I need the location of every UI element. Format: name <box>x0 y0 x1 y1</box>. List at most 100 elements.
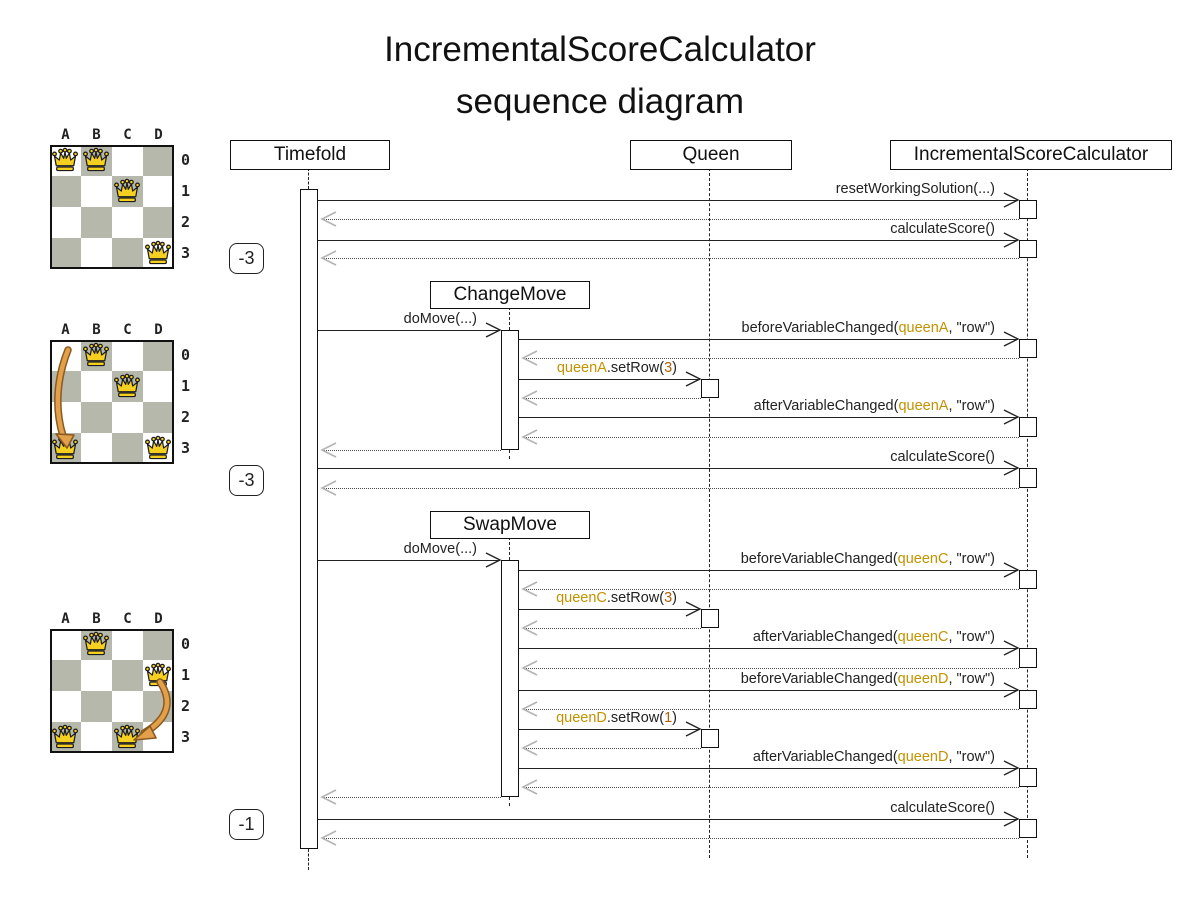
board-queen <box>113 724 141 756</box>
lifeline-header-incrementalscorecalculator: IncrementalScoreCalculator <box>890 140 1172 170</box>
message-return-line <box>322 258 1019 259</box>
message-text: ) <box>672 710 677 726</box>
diagram-title-line2: sequence diagram <box>456 82 744 121</box>
board-cell <box>50 629 81 660</box>
board-cell <box>81 433 112 464</box>
message-label: resetWorkingSolution(...) <box>318 181 995 197</box>
board-cell <box>81 176 112 207</box>
lifeline-header-timefold: Timefold <box>230 140 390 170</box>
board-row-label: 0 <box>181 151 191 169</box>
queen-reference-text: queenD <box>897 671 949 687</box>
message-call-line <box>519 648 1018 649</box>
score-badge-after-changemove: -3 <box>229 465 264 496</box>
call-arrowhead-icon <box>1003 232 1020 248</box>
message-text: .setRow( <box>606 360 665 376</box>
board-cell <box>81 722 112 753</box>
return-arrowhead-icon <box>521 390 538 406</box>
board-column-label: A <box>61 322 70 338</box>
activation-box <box>1019 240 1037 258</box>
board-row-label: 1 <box>181 666 191 684</box>
message-label: queenD.setRow(1) <box>519 710 677 726</box>
board-row-label: 1 <box>181 182 191 200</box>
board-column-label: C <box>123 127 132 143</box>
message-return-line <box>523 589 1019 590</box>
message-text: ) <box>672 590 677 606</box>
board-column-label: A <box>61 611 70 627</box>
return-arrowhead-icon <box>521 660 538 676</box>
board-after-change-move <box>50 340 174 464</box>
board-row-label: 3 <box>181 244 191 262</box>
message-text: , "row") <box>948 671 995 687</box>
board-cell <box>112 340 143 371</box>
lifeline-dashed <box>509 537 510 560</box>
board-cell <box>143 145 174 176</box>
message-label: calculateScore() <box>318 221 995 237</box>
activation-box <box>1019 468 1037 488</box>
message-return-line <box>523 787 1019 788</box>
message-text: , "row") <box>948 320 995 336</box>
board-column-label: B <box>92 127 101 143</box>
message-text: beforeVariableChanged( <box>740 551 898 567</box>
board-column-label: C <box>123 322 132 338</box>
message-text: calculateScore() <box>890 221 995 237</box>
board-queen <box>51 724 79 756</box>
board-cell <box>112 207 143 238</box>
message-text: beforeVariableChanged( <box>740 671 898 687</box>
return-arrowhead-icon <box>320 830 337 846</box>
board-queen <box>144 435 172 467</box>
message-text: resetWorkingSolution(...) <box>835 181 995 197</box>
message-text: , "row") <box>948 629 995 645</box>
message-label: queenA.setRow(3) <box>519 360 677 376</box>
return-arrowhead-icon <box>521 350 538 366</box>
activation-box <box>1019 417 1037 437</box>
message-call-line <box>318 468 1018 469</box>
board-queen <box>82 342 110 374</box>
call-arrowhead-icon <box>685 721 702 737</box>
message-label: beforeVariableChanged(queenD, "row") <box>519 671 995 687</box>
queen-piece-icon <box>83 342 109 367</box>
activation-bar <box>300 189 318 849</box>
activation-box <box>1019 570 1037 589</box>
queen-reference-text: queenA <box>898 398 949 414</box>
activation-box <box>1019 339 1037 358</box>
board-cell <box>112 433 143 464</box>
message-text: afterVariableChanged( <box>752 629 898 645</box>
board-cell <box>112 402 143 433</box>
message-return-line <box>523 628 701 629</box>
call-arrowhead-icon <box>1003 562 1020 578</box>
message-call-line <box>318 819 1018 820</box>
queen-reference-text: queenC <box>897 629 949 645</box>
board-cell <box>81 691 112 722</box>
return-arrowhead-icon <box>521 429 538 445</box>
queen-reference-text: queenC <box>897 551 949 567</box>
board-row-label: 2 <box>181 697 191 715</box>
activation-box <box>701 379 719 398</box>
queen-piece-icon <box>145 240 171 265</box>
row-number-text: 3 <box>664 590 673 606</box>
activation-box <box>1019 768 1037 787</box>
message-text: calculateScore() <box>890 449 995 465</box>
board-queen <box>113 178 141 210</box>
message-return-line <box>523 437 1019 438</box>
board-cell <box>81 660 112 691</box>
queen-reference-text: queenC <box>556 590 607 606</box>
lifeline-dashed <box>509 307 510 330</box>
return-arrowhead-icon <box>521 581 538 597</box>
lifeline-dashed <box>509 797 510 806</box>
message-return-line <box>322 450 501 451</box>
call-arrowhead-icon <box>1003 331 1020 347</box>
message-call-line <box>519 379 700 380</box>
message-call-line <box>519 690 1018 691</box>
call-arrowhead-icon <box>1003 760 1020 776</box>
message-text: , "row") <box>948 551 995 567</box>
message-call-line <box>519 417 1018 418</box>
message-return-line <box>523 398 701 399</box>
message-call-line <box>519 729 700 730</box>
queen-piece-icon <box>83 631 109 656</box>
move-arrow-icon <box>133 678 171 741</box>
board-row-label: 2 <box>181 213 191 231</box>
board-cell <box>143 402 174 433</box>
activation-box <box>701 729 719 748</box>
message-label: beforeVariableChanged(queenC, "row") <box>519 551 995 567</box>
